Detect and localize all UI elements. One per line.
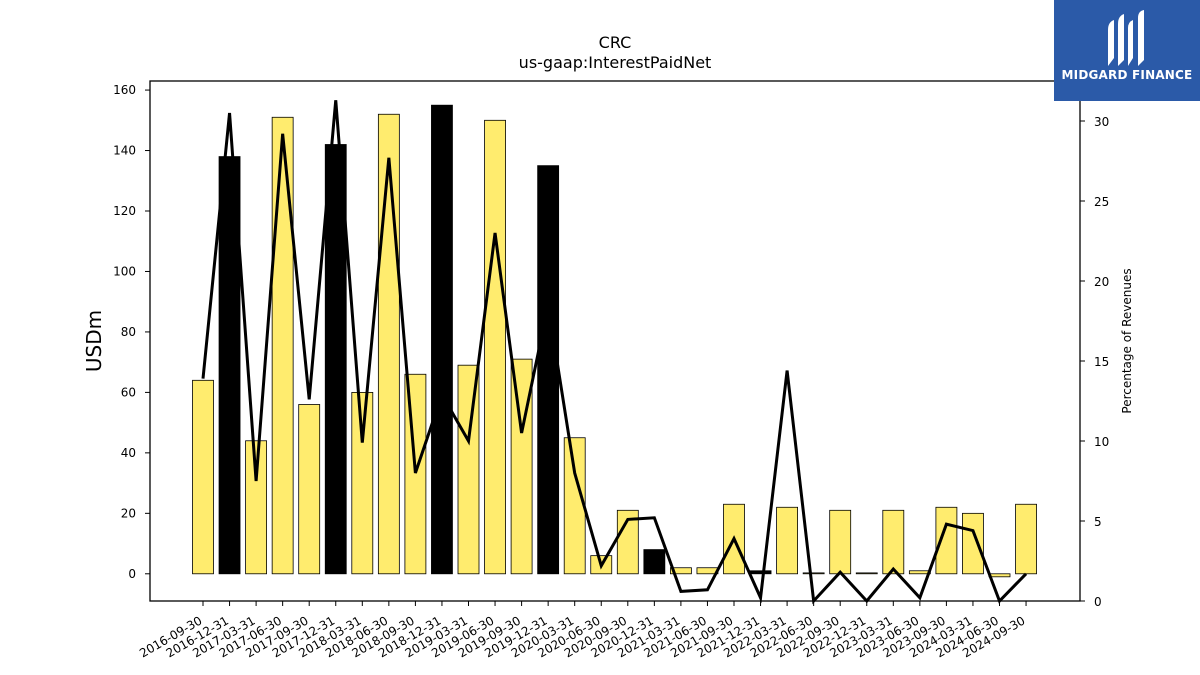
y-axis-label-left: USDm bbox=[82, 310, 106, 372]
bar bbox=[192, 379, 214, 575]
y-tick-label-left: 80 bbox=[121, 325, 136, 339]
bar bbox=[351, 391, 374, 575]
bar bbox=[1015, 503, 1037, 575]
y-tick-label-right: 5 bbox=[1094, 515, 1102, 529]
y-tick-label-right: 30 bbox=[1094, 115, 1109, 129]
bar bbox=[935, 506, 958, 575]
brand-name: MIDGARD FINANCE bbox=[1061, 68, 1193, 82]
bar bbox=[245, 440, 268, 575]
left-y-axis: 0 20 40 60 80 100 120 140 160 bbox=[113, 83, 150, 581]
brand-logo: MIDGARD FINANCE bbox=[1054, 0, 1200, 101]
bar bbox=[749, 570, 772, 575]
bar bbox=[962, 512, 984, 575]
y-tick-label-left: 100 bbox=[113, 264, 136, 278]
bar bbox=[457, 364, 480, 575]
bar bbox=[829, 509, 852, 575]
y-tick-label-right: 15 bbox=[1094, 355, 1109, 369]
bar bbox=[882, 509, 905, 575]
percentage-line bbox=[201, 100, 1028, 605]
brand-mark-icon bbox=[1108, 10, 1144, 66]
y-tick-label-right: 0 bbox=[1094, 595, 1102, 609]
bar bbox=[988, 573, 1011, 578]
y-tick-label-left: 40 bbox=[121, 446, 136, 460]
y-tick-label-right: 20 bbox=[1094, 275, 1109, 289]
y-tick-label-left: 0 bbox=[128, 567, 136, 581]
bar bbox=[218, 156, 241, 575]
chart-title: CRC bbox=[599, 33, 632, 52]
x-axis: 2016-09-302016-12-312017-03-312017-06-30… bbox=[137, 601, 1028, 660]
bar bbox=[802, 572, 825, 575]
y-tick-label-left: 60 bbox=[121, 385, 136, 399]
y-tick-label-left: 140 bbox=[113, 144, 136, 158]
line-series bbox=[201, 100, 1028, 605]
bar bbox=[670, 567, 692, 575]
y-tick-label-right: 25 bbox=[1094, 195, 1109, 209]
y-tick-label-left: 20 bbox=[121, 506, 136, 520]
y-tick-label-left: 120 bbox=[113, 204, 136, 218]
bar bbox=[324, 144, 347, 575]
bar bbox=[431, 104, 453, 575]
bar bbox=[298, 404, 321, 575]
bar bbox=[377, 113, 400, 575]
bar-group bbox=[192, 104, 1037, 578]
y-axis-label-right: Percentage of Revenues bbox=[1120, 268, 1134, 413]
bar bbox=[484, 119, 506, 575]
bar bbox=[643, 549, 666, 575]
chart-subtitle: us-gaap:InterestPaidNet bbox=[519, 53, 712, 72]
plot-frame bbox=[149, 80, 1081, 602]
bar bbox=[563, 437, 586, 575]
bar bbox=[776, 506, 798, 575]
bar bbox=[855, 572, 878, 575]
y-tick-label-left: 160 bbox=[113, 83, 136, 97]
bar bbox=[271, 116, 294, 575]
bar bbox=[404, 373, 427, 575]
right-y-axis: 0 5 10 15 20 25 30 bbox=[1080, 115, 1109, 609]
y-tick-label-right: 10 bbox=[1094, 435, 1109, 449]
bar bbox=[537, 165, 560, 575]
